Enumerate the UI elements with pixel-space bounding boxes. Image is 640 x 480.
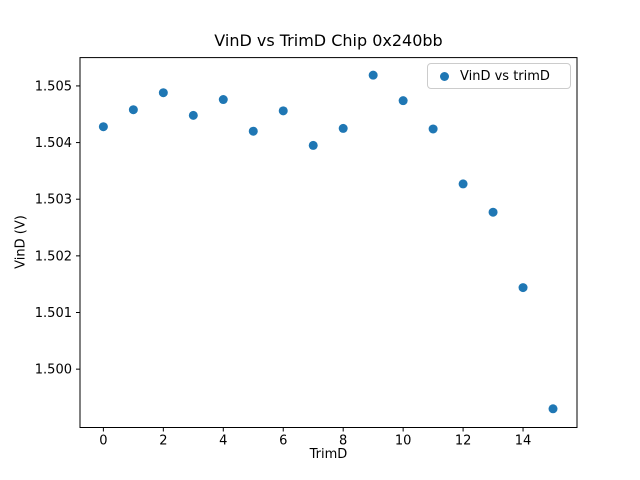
y-tick-label: 1.504 xyxy=(35,136,72,151)
axes-frame xyxy=(79,57,578,428)
legend: VinD vs trimD xyxy=(427,63,571,89)
y-tick-label: 1.501 xyxy=(35,306,72,321)
data-point xyxy=(278,106,288,116)
data-point xyxy=(338,123,348,133)
x-axis-label: TrimD xyxy=(309,447,348,462)
y-axis-label: VinD (V) xyxy=(13,215,29,269)
x-tick-label: 12 xyxy=(455,434,472,449)
data-point xyxy=(458,179,468,189)
y-tick-label: 1.503 xyxy=(35,193,72,208)
y-tick-label: 1.502 xyxy=(35,249,72,264)
data-point xyxy=(518,283,528,293)
chart-title: VinD vs TrimD Chip 0x240bb xyxy=(214,31,443,50)
data-point xyxy=(428,124,438,134)
data-point xyxy=(488,207,498,217)
data-point xyxy=(308,140,318,150)
data-point xyxy=(368,70,378,80)
data-point xyxy=(548,404,558,414)
x-tick-label: 0 xyxy=(99,434,107,449)
data-point xyxy=(248,126,258,136)
data-point xyxy=(128,105,138,115)
legend-label: VinD vs trimD xyxy=(460,68,550,84)
data-point xyxy=(158,88,168,98)
data-point xyxy=(98,122,108,132)
x-tick-label: 14 xyxy=(515,434,532,449)
y-tick-label: 1.500 xyxy=(35,363,72,378)
x-tick-label: 4 xyxy=(219,434,227,449)
x-tick-label: 10 xyxy=(395,434,412,449)
x-tick-label: 2 xyxy=(159,434,167,449)
legend-marker-icon xyxy=(440,71,449,81)
data-point xyxy=(218,95,228,105)
y-tick-label: 1.505 xyxy=(35,79,72,94)
x-tick-label: 6 xyxy=(279,434,287,449)
data-point xyxy=(398,96,408,106)
data-point xyxy=(188,110,198,120)
x-tick-label: 8 xyxy=(339,434,347,449)
